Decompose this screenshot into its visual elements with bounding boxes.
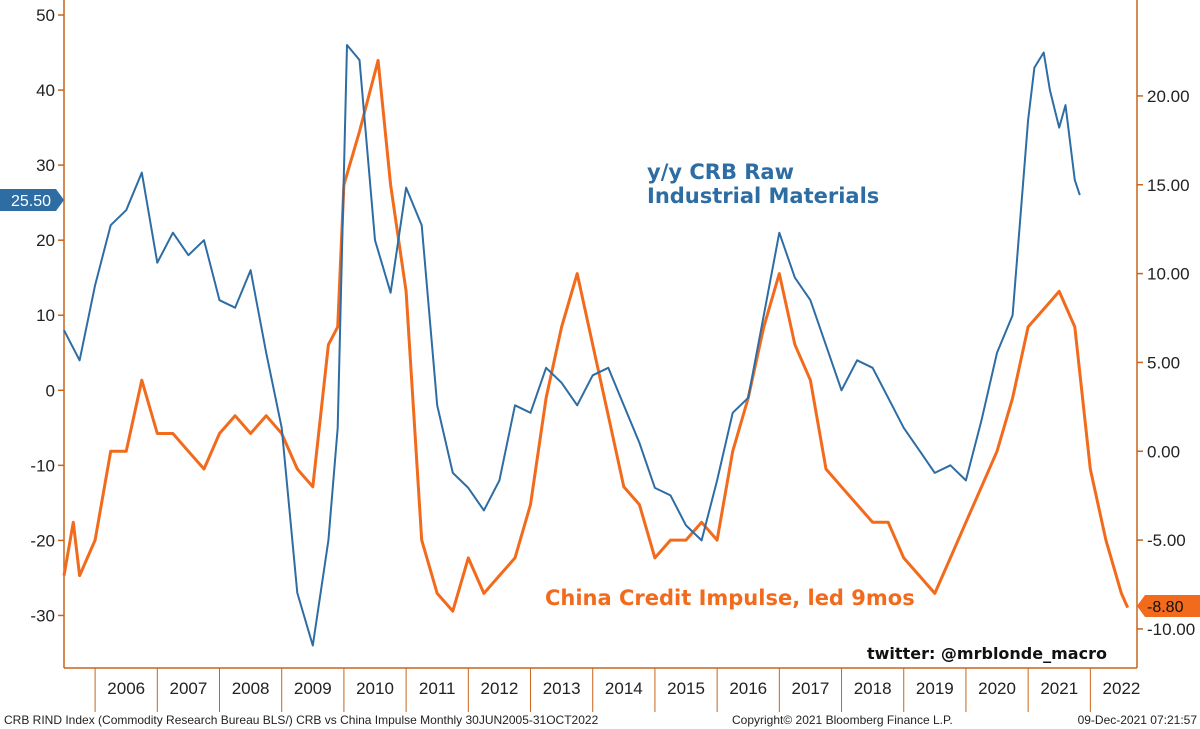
right-tick-label: -10.00	[1147, 620, 1195, 639]
left-tick-label: 50	[36, 6, 55, 25]
annotation-blue-line1: y/y CRB Raw	[647, 160, 794, 184]
annotation-orange-label: China Credit Impulse, led 9mos	[545, 586, 915, 610]
year-label: 2016	[729, 679, 767, 698]
year-label: 2013	[543, 679, 581, 698]
year-label: 2014	[605, 679, 643, 698]
right-last-value-text: -8.80	[1147, 599, 1184, 616]
annotation-twitter-handle: twitter: @mrblonde_macro	[867, 644, 1107, 663]
left-tick-label: 30	[36, 156, 55, 175]
annotation-blue-line2: Industrial Materials	[647, 184, 879, 208]
right-tick-label: 5.00	[1147, 353, 1180, 372]
series-line-china-credit-impulse	[62, 58, 1130, 613]
right-tick-label: 0.00	[1147, 442, 1180, 461]
year-label: 2018	[854, 679, 892, 698]
x-axis: 2006 2007 2008 2009 2010 2011 2012 2013 2014 2015…	[94, 668, 1141, 712]
right-tick-label: 15.00	[1147, 176, 1190, 195]
left-tick-label: -30	[30, 606, 55, 625]
left-tick-label: 20	[36, 231, 55, 250]
footer-source: CRB RIND Index (Commodity Research Burea…	[4, 713, 599, 727]
right-tick-label: -5.00	[1147, 531, 1186, 550]
year-label: 2020	[978, 679, 1016, 698]
left-tick-label: 10	[36, 306, 55, 325]
right-last-value-tag: -8.80	[1137, 595, 1200, 617]
year-label: 2009	[294, 679, 332, 698]
left-tick-label: -10	[30, 456, 55, 475]
footer-copyright: Copyright© 2021 Bloomberg Finance L.P.	[732, 713, 953, 727]
year-label: 2007	[169, 679, 207, 698]
left-tick-label: -20	[30, 531, 55, 550]
year-label: 2006	[107, 679, 145, 698]
left-tick-label: 40	[36, 81, 55, 100]
year-label: 2019	[916, 679, 954, 698]
right-axis-ticks: 20.00 15.00 10.00 5.00 0.00 -5.00 -10.00	[1137, 87, 1195, 639]
year-label: 2015	[667, 679, 705, 698]
year-label: 2010	[356, 679, 394, 698]
year-label: 2017	[792, 679, 830, 698]
year-label: 2022	[1103, 679, 1141, 698]
right-tick-label: 10.00	[1147, 265, 1190, 284]
left-tick-label: 0	[46, 381, 55, 400]
year-label: 2011	[419, 679, 456, 698]
right-tick-label: 20.00	[1147, 87, 1190, 106]
series-line-crb-raw-industrial	[63, 44, 1081, 647]
footer-timestamp: 09-Dec-2021 07:21:57	[1078, 713, 1198, 727]
year-label: 2012	[481, 679, 519, 698]
left-last-value-tag: 25.50	[0, 189, 64, 211]
year-label: 2021	[1040, 679, 1078, 698]
left-axis-ticks: 50 40 30 20 10 0 -10 -20 -30	[30, 6, 64, 625]
left-last-value-text: 25.50	[11, 193, 51, 210]
year-label: 2008	[232, 679, 270, 698]
